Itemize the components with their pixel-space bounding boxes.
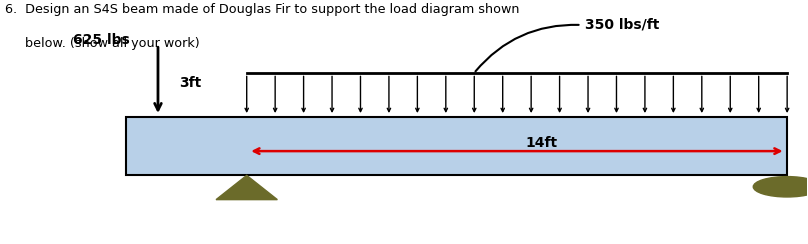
Text: 6.  Design an S4S beam made of Douglas Fir to support the load diagram shown: 6. Design an S4S beam made of Douglas Fi… bbox=[5, 3, 520, 16]
Bar bbox=[126, 117, 787, 175]
Text: 3ft: 3ft bbox=[179, 76, 201, 90]
Text: 350 lbs/ft: 350 lbs/ft bbox=[586, 18, 660, 32]
Polygon shape bbox=[216, 175, 277, 200]
Text: 625 lbs: 625 lbs bbox=[74, 32, 130, 47]
Text: below. (show all your work): below. (show all your work) bbox=[5, 37, 200, 50]
Circle shape bbox=[753, 177, 808, 197]
Text: 14ft: 14ft bbox=[525, 136, 558, 150]
